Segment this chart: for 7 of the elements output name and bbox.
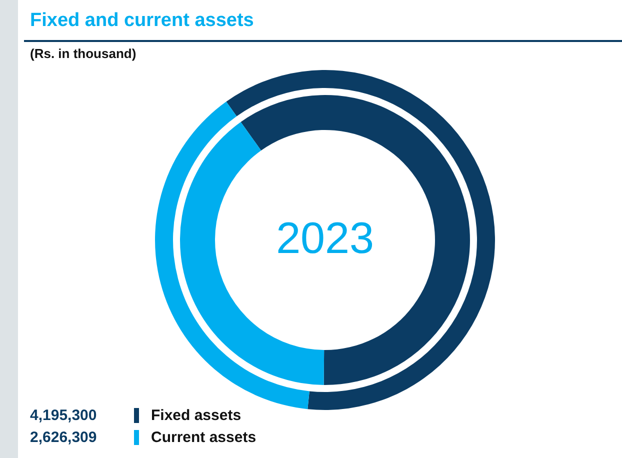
legend-label: Current assets: [151, 428, 256, 446]
text: 2023: [276, 214, 374, 263]
data-label: 2,626,309: [30, 428, 98, 446]
chart-subtitle: (Rs. in thousand): [30, 46, 136, 61]
legend-label: Fixed assets: [151, 406, 242, 424]
data-label: 4,195,300: [30, 406, 98, 424]
chart-title: Fixed and current assets: [30, 10, 254, 32]
